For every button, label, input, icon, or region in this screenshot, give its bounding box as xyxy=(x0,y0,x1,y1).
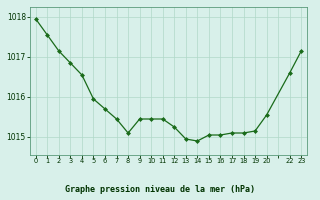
Text: Graphe pression niveau de la mer (hPa): Graphe pression niveau de la mer (hPa) xyxy=(65,185,255,194)
